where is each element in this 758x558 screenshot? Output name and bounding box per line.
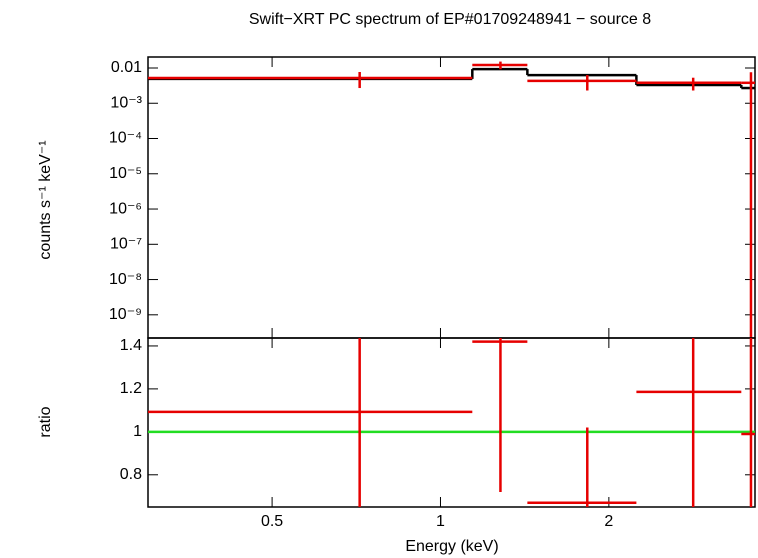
y-tick-label: 1.2 (120, 380, 142, 397)
y-tick-label: 10⁻⁷ (110, 236, 142, 253)
y-tick-label: 1.4 (120, 337, 142, 354)
y-tick-label: 10⁻⁸ (109, 271, 142, 288)
chart-title: Swift−XRT PC spectrum of EP#01709248941 … (249, 11, 651, 28)
plot-frame (147, 337, 756, 508)
y-tick-label: 0.01 (111, 59, 142, 76)
y-tick-label: 10⁻⁵ (109, 165, 142, 182)
y-axis-label: counts s⁻¹ keV⁻¹ (37, 140, 54, 259)
x-axis-label: Energy (keV) (405, 538, 498, 555)
y-tick-label: 10⁻⁶ (109, 200, 142, 217)
y-tick-label: 10⁻³ (110, 94, 142, 111)
y-tick-label: 1 (133, 423, 142, 440)
y-tick-label: 10⁻⁴ (109, 130, 142, 147)
y-tick-label: 10⁻⁹ (109, 306, 142, 323)
y-axis-label: ratio (37, 406, 54, 437)
x-tick-label: 0.5 (261, 513, 283, 530)
plot-frame (147, 56, 756, 339)
x-tick-label: 1 (436, 513, 445, 530)
y-tick-label: 0.8 (120, 466, 142, 483)
x-tick-label: 2 (604, 513, 613, 530)
